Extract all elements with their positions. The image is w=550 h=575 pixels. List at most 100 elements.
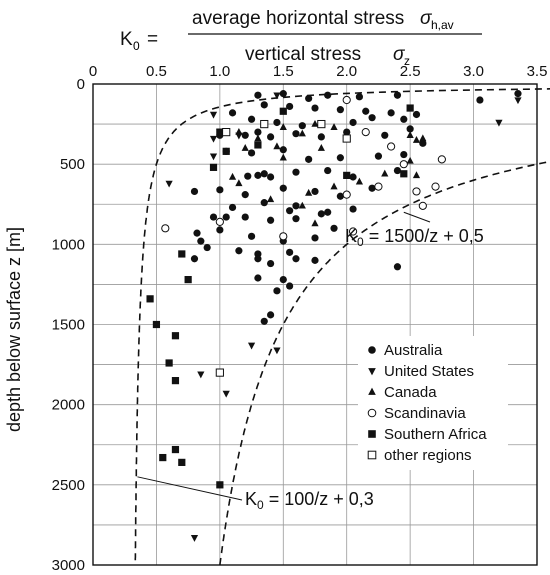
marker-square-filled bbox=[406, 104, 414, 112]
marker-circle-filled bbox=[311, 256, 319, 264]
marker-circle-filled bbox=[387, 109, 395, 117]
fit-curve bbox=[219, 160, 550, 566]
y-tick-label: 3000 bbox=[52, 557, 85, 574]
marker-triangle-up bbox=[381, 169, 389, 177]
marker-circle-filled bbox=[267, 311, 275, 319]
marker-circle-filled bbox=[400, 115, 408, 123]
marker-square-filled bbox=[216, 481, 224, 489]
marker-circle-filled bbox=[228, 109, 237, 117]
marker-circle-filled bbox=[193, 229, 201, 237]
marker-triangle-up bbox=[419, 134, 427, 142]
marker-circle-open bbox=[215, 217, 224, 226]
marker-circle-filled bbox=[476, 96, 484, 104]
marker-square-open bbox=[342, 134, 351, 143]
marker-triangle-down bbox=[368, 368, 376, 376]
marker-triangle-up bbox=[368, 387, 376, 395]
marker-circle-open bbox=[279, 232, 288, 241]
marker-circle-filled bbox=[324, 208, 332, 216]
marker-circle-filled bbox=[305, 155, 313, 163]
marker-circle-filled bbox=[336, 154, 344, 162]
marker-circle-filled bbox=[292, 215, 300, 223]
marker-square-filled bbox=[400, 170, 408, 178]
marker-circle-filled bbox=[406, 125, 414, 133]
x-tick-label: 0.5 bbox=[146, 63, 167, 80]
legend-background bbox=[358, 336, 508, 470]
marker-circle-filled bbox=[349, 173, 357, 181]
formula-numerator-subscript: h,av bbox=[431, 18, 454, 32]
marker-square-open bbox=[215, 368, 224, 377]
y-tick-label: 0 bbox=[77, 76, 85, 93]
marker-triangle-up bbox=[406, 131, 414, 139]
marker-square-filled bbox=[216, 128, 224, 136]
marker-square-filled bbox=[343, 171, 351, 179]
marker-circle-filled bbox=[247, 115, 256, 123]
marker-circle-open bbox=[367, 408, 377, 418]
marker-triangle-down bbox=[209, 153, 218, 161]
marker-circle-filled bbox=[368, 184, 376, 192]
marker-triangle-up bbox=[267, 195, 275, 203]
marker-circle-filled bbox=[393, 91, 402, 99]
marker-triangle-up bbox=[235, 127, 243, 135]
marker-circle-filled bbox=[330, 224, 338, 232]
marker-triangle-down bbox=[273, 347, 281, 355]
marker-circle-filled bbox=[311, 234, 319, 242]
marker-circle-filled bbox=[349, 118, 357, 127]
marker-triangle-down bbox=[273, 92, 281, 100]
marker-circle-filled bbox=[267, 173, 275, 181]
marker-square-filled bbox=[152, 320, 161, 329]
marker-circle-filled bbox=[286, 102, 294, 111]
marker-square-filled bbox=[279, 107, 287, 115]
marker-triangle-up bbox=[254, 134, 262, 142]
marker-circle-filled bbox=[273, 287, 281, 295]
annotation-leader-line bbox=[403, 211, 431, 223]
curve-equation-label: K0 = 100/z + 0,3 bbox=[245, 489, 374, 512]
x-tick-label: 0 bbox=[89, 63, 97, 80]
legend: Australia United States Canada Scandinavia S… bbox=[358, 336, 508, 470]
marker-square-open bbox=[317, 119, 326, 129]
marker-circle-filled bbox=[216, 186, 224, 194]
marker-triangle-down bbox=[247, 342, 256, 350]
formula-equals: = bbox=[147, 29, 158, 50]
marker-square-open bbox=[222, 128, 231, 137]
marker-triangle-up bbox=[311, 119, 319, 127]
marker-circle-filled bbox=[305, 94, 313, 103]
marker-circle-filled bbox=[279, 276, 287, 284]
marker-triangle-up bbox=[235, 179, 243, 187]
marker-circle-filled bbox=[247, 149, 256, 157]
marker-circle-filled bbox=[241, 191, 249, 199]
marker-triangle-up bbox=[305, 188, 313, 196]
marker-circle-filled bbox=[279, 146, 287, 154]
formula-lhs-subscript: 0 bbox=[133, 39, 140, 53]
marker-circle-filled bbox=[400, 150, 408, 159]
marker-circle-filled bbox=[197, 237, 205, 245]
marker-circle-filled bbox=[298, 122, 306, 130]
marker-triangle-up bbox=[330, 182, 338, 190]
marker-triangle-down bbox=[222, 390, 230, 398]
marker-circle-open bbox=[161, 224, 170, 233]
marker-square-filled bbox=[171, 445, 180, 454]
marker-triangle-down bbox=[209, 111, 218, 119]
marker-circle-filled bbox=[419, 139, 427, 147]
formula-lhs: K bbox=[120, 29, 133, 50]
marker-circle-open bbox=[361, 128, 370, 137]
marker-circle-open bbox=[374, 182, 383, 191]
x-tick-label: 3.5 bbox=[527, 63, 548, 80]
marker-circle-filled bbox=[336, 106, 344, 114]
y-tick-label: 500 bbox=[60, 156, 85, 173]
marker-circle-filled bbox=[254, 274, 262, 282]
marker-circle-filled bbox=[368, 346, 376, 354]
marker-circle-filled bbox=[241, 213, 249, 221]
legend-label: United States bbox=[384, 363, 474, 380]
marker-circle-filled bbox=[235, 247, 243, 255]
marker-circle-open bbox=[387, 142, 396, 151]
x-tick-label: 1.0 bbox=[209, 63, 230, 80]
marker-square-filled bbox=[178, 458, 186, 466]
marker-circle-filled bbox=[393, 263, 402, 271]
marker-circle-open bbox=[342, 95, 351, 105]
marker-triangle-up bbox=[355, 177, 363, 185]
marker-circle-filled bbox=[260, 101, 268, 109]
marker-circle-filled bbox=[349, 205, 357, 213]
marker-square-filled bbox=[165, 359, 173, 367]
formula-denominator-symbol: σ bbox=[393, 44, 406, 65]
